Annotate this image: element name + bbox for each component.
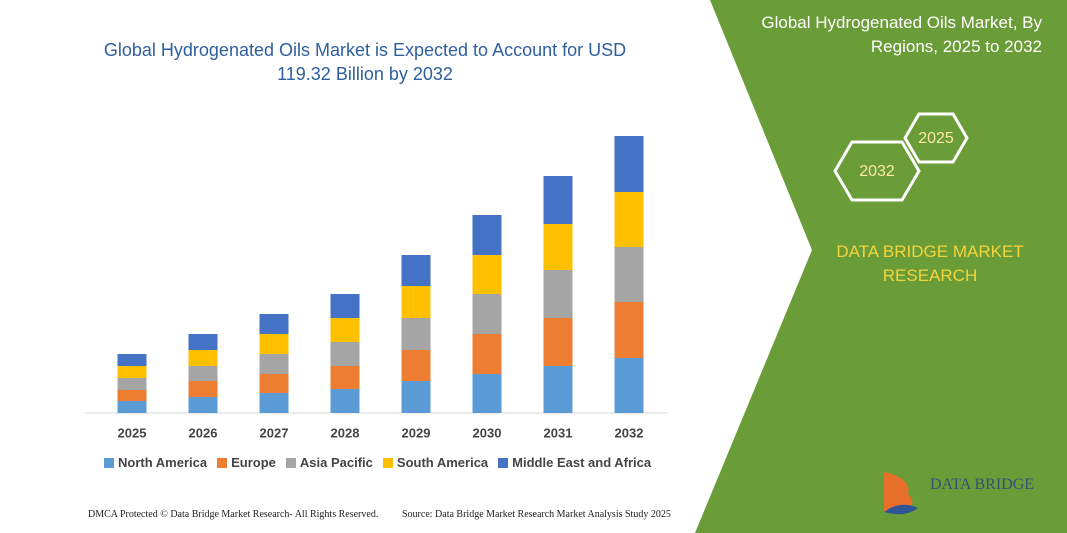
x-tick-label: 2030	[473, 425, 502, 440]
legend-swatch	[498, 457, 509, 468]
bar-segment	[330, 342, 360, 366]
footer-right: Source: Data Bridge Market Research Mark…	[402, 509, 671, 520]
x-tick-label: 2028	[331, 425, 360, 440]
bar-segment	[472, 215, 502, 255]
logo-text: DATA BRIDGE	[930, 476, 1035, 493]
bar-segment	[117, 354, 147, 366]
x-tick-label: 2029	[402, 425, 431, 440]
bar-segment	[543, 366, 573, 413]
hexagon	[903, 112, 969, 164]
legend-swatch	[217, 457, 228, 468]
bar-segment	[401, 350, 431, 381]
bar-segment	[543, 224, 573, 270]
panel-title: Global Hydrogenated Oils Market, By Regi…	[761, 13, 1042, 56]
bar-segment	[401, 286, 431, 318]
bar-segment	[472, 255, 502, 294]
legend-item: South America	[382, 455, 489, 470]
bar-segment	[117, 378, 147, 390]
bar-segment	[117, 390, 147, 401]
bar-segment	[117, 401, 147, 413]
legend-label: Middle East and Africa	[512, 455, 652, 470]
legend-item: Middle East and Africa	[498, 455, 651, 470]
bar-segment	[543, 176, 573, 224]
legend: North America Europe Asia Pacific South Ame…	[104, 455, 651, 470]
bar-segment	[330, 318, 360, 342]
bar-segment	[401, 381, 431, 413]
bar-segment	[614, 358, 644, 413]
legend-item: Europe	[217, 455, 276, 470]
x-tick-label: 2031	[544, 425, 573, 440]
x-tick-label: 2027	[260, 425, 289, 440]
hex-label: 2032	[859, 163, 895, 180]
bar-segment	[543, 318, 573, 366]
bar-segment	[330, 389, 360, 413]
bar-segment	[330, 294, 360, 318]
bar-segment	[188, 334, 218, 350]
bar-segment	[614, 136, 644, 192]
bar-segment	[259, 374, 289, 393]
bar-segment	[259, 334, 289, 354]
bar-segment	[472, 294, 502, 334]
legend-item: Asia Pacific	[285, 455, 373, 470]
bar-segment	[259, 354, 289, 374]
bar-segment	[472, 334, 502, 374]
bar-segment	[188, 350, 218, 366]
legend-label: North America	[118, 455, 208, 470]
x-tick-label: 2026	[189, 425, 218, 440]
chart-title: Global Hydrogenated Oils Market is Expec…	[103, 40, 627, 84]
bar-segment	[188, 366, 218, 381]
footer-left: DMCA Protected © Data Bridge Market Rese…	[88, 509, 379, 520]
legend-swatch	[104, 457, 114, 468]
bar-segment	[188, 397, 218, 413]
hex-label: 2025	[918, 130, 954, 147]
legend-item: North America	[104, 455, 207, 470]
legend-swatch	[382, 457, 393, 468]
bar-segment	[614, 247, 644, 302]
brand: DATA BRIDGE MARKET RESEARCH	[836, 242, 1024, 285]
bar-segment	[543, 270, 573, 318]
bar-segment	[188, 381, 218, 397]
bar-segment	[472, 374, 502, 413]
legend-label: Europe	[231, 455, 276, 470]
bar-segment	[614, 302, 644, 358]
bar-segment	[330, 366, 360, 389]
bar-segment	[401, 318, 431, 350]
bar-segment	[259, 393, 289, 413]
hexagon	[833, 140, 921, 202]
legend-label: South America	[396, 455, 489, 470]
legend-swatch	[285, 457, 296, 468]
bar-segment	[117, 366, 147, 378]
bar-segment	[614, 192, 644, 247]
logo-icon	[884, 504, 918, 515]
green-panel	[695, 0, 1067, 533]
legend-label: Asia Pacific	[299, 455, 373, 470]
x-tick-label: 2032	[615, 425, 644, 440]
logo-icon	[884, 472, 913, 514]
bar-segment	[401, 255, 431, 286]
x-tick-label: 2025	[118, 425, 147, 440]
bar-segment	[259, 314, 289, 334]
